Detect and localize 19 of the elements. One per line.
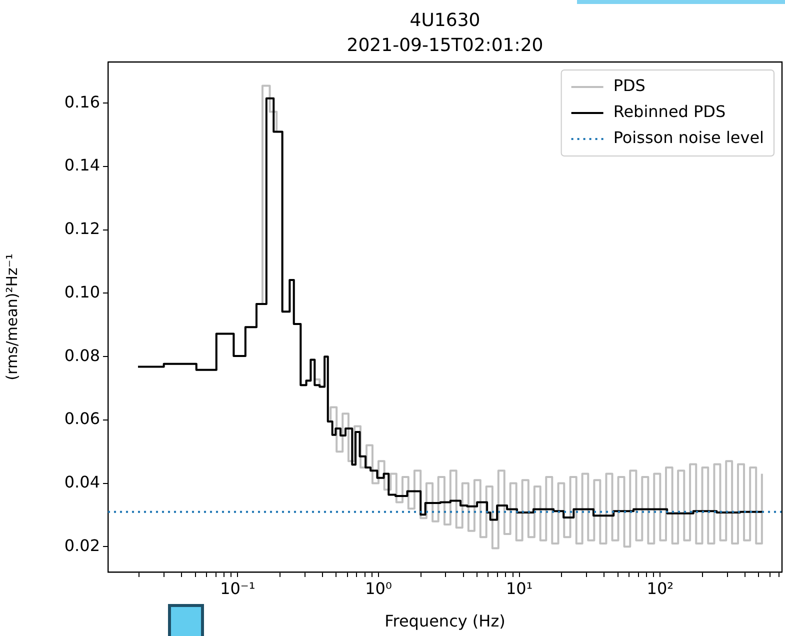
y-tick-label: 0.12 xyxy=(64,219,100,238)
x-tick-label: 10⁰ xyxy=(365,578,392,598)
y-tick-label: 0.10 xyxy=(64,282,100,302)
x-tick-label: 10⁻¹ xyxy=(220,578,256,598)
y-tick-label: 0.16 xyxy=(64,92,100,112)
legend-label: Poisson noise level xyxy=(613,128,764,148)
y-tick-label: 0.06 xyxy=(64,409,100,428)
y-tick-label: 0.14 xyxy=(64,156,100,175)
x-tick-label: 10² xyxy=(646,578,674,598)
legend-label: PDS xyxy=(613,76,646,96)
y-axis-title: (rms/mean)²Hz⁻¹ xyxy=(2,254,21,380)
x-axis-title: Frequency (Hz) xyxy=(384,612,506,631)
x-tick-label: 10¹ xyxy=(506,578,533,598)
chart-title: 4U1630 xyxy=(410,10,480,31)
y-tick-label: 0.02 xyxy=(64,536,100,555)
y-tick-label: 0.08 xyxy=(64,346,100,365)
legend-label: Rebinned PDS xyxy=(613,102,726,122)
y-tick-label: 0.04 xyxy=(64,472,100,492)
chart-subtitle: 2021-09-15T02:01:20 xyxy=(346,35,544,56)
